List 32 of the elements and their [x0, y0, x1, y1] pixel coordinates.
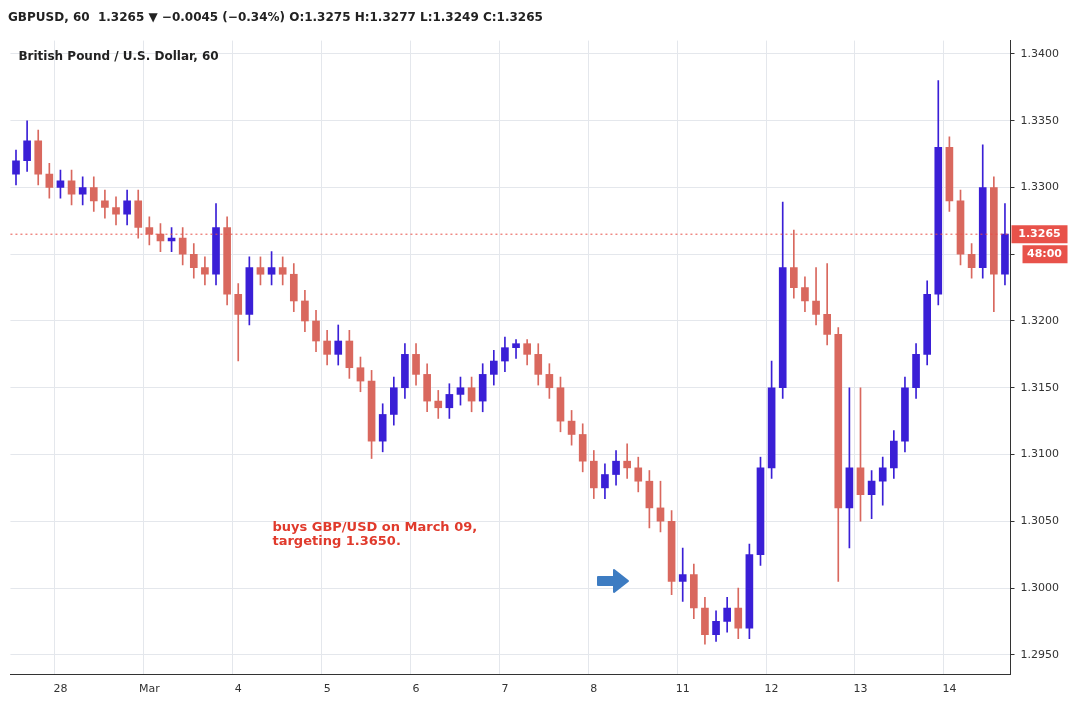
y-tick-label: 1.3150: [1020, 380, 1060, 394]
chart-title: GBPUSD, 60 1.3265 ▼ −0.0045 (−0.34%) O:1.3275 H:1.3277 L:1.3249 C:1.3265: [8, 9, 544, 26]
candlestick: [434, 390, 443, 419]
x-tick-label: 28: [53, 682, 68, 696]
text: 48:00: [1027, 247, 1063, 261]
x-tick-label: 6: [412, 682, 420, 696]
ref-line-label: 1.3265: [1018, 227, 1061, 241]
x-tick-label: Mar: [138, 682, 161, 696]
x-tick-label: 12: [764, 682, 779, 696]
candlestick: [623, 443, 631, 479]
y-tick-label: 1.2950: [1020, 647, 1060, 661]
candlestick: [512, 339, 520, 359]
y-tick-label: 1.3200: [1020, 313, 1060, 327]
x-tick-label: 7: [501, 682, 509, 696]
x-tick-label: 8: [590, 682, 598, 696]
y-tick-label: 1.3350: [1020, 113, 1060, 127]
x-tick-label: 5: [323, 682, 331, 696]
x-tick-label: 4: [234, 682, 242, 696]
x-tick-label: 11: [675, 682, 690, 696]
candlestick: [812, 267, 820, 326]
x-tick-label: 13: [853, 682, 868, 696]
candlestick: [823, 263, 831, 346]
y-tick-label: 1.3100: [1020, 447, 1060, 461]
y-tick-label: 1.3000: [1020, 580, 1060, 594]
text: British Pound / U.S. Dollar, 60: [18, 48, 219, 63]
candlestick: [678, 547, 687, 602]
candlestick: [78, 176, 87, 206]
annotation: buys GBP/USD on March 09, targeting 1.3650.: [272, 518, 478, 548]
y-tick-label: 1.3400: [1020, 46, 1060, 60]
x-tick-label: 14: [942, 682, 957, 696]
y-tick-label: 1.3300: [1020, 180, 1060, 194]
y-tick-label: 1.3050: [1020, 514, 1060, 528]
